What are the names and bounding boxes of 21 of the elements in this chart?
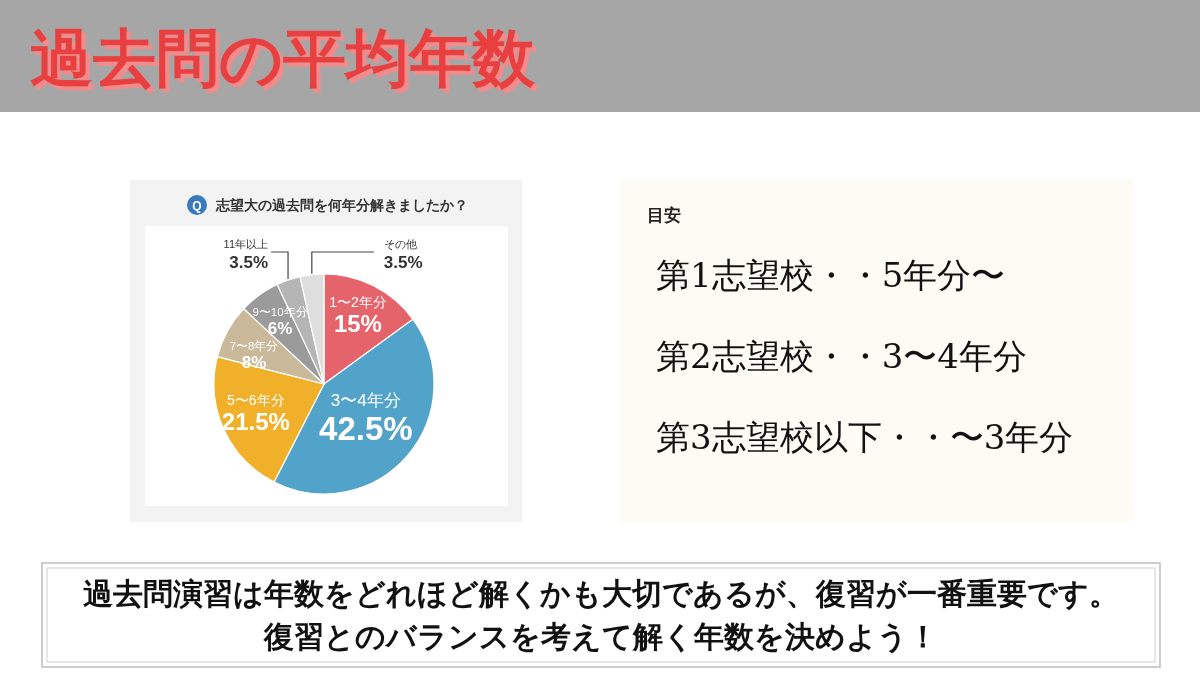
data-label: 3.5% <box>229 253 269 272</box>
slice-label: 1〜2年分 <box>329 294 387 311</box>
slice-label: その他 <box>383 238 417 250</box>
text: 目安 <box>647 206 681 225</box>
data-label: 15% <box>333 310 382 338</box>
slice-label: 5〜6年分 <box>227 391 285 408</box>
slice-label: 11年以上 <box>223 238 269 250</box>
data-label: 21.5% <box>221 407 290 435</box>
text: 第3志望校以下・・〜3年分 <box>656 417 1074 457</box>
text: 第2志望校・・3〜4年分 <box>656 336 1027 376</box>
text: Q <box>192 198 202 213</box>
data-label: 6% <box>267 319 293 339</box>
chart-title: 過去問の平均年数 <box>30 21 536 95</box>
slice-label: 3〜4年分 <box>330 390 401 410</box>
text: 復習とのバランスを考えて解く年数を決めよう！ <box>263 619 938 654</box>
data-label: 3.5% <box>383 253 423 272</box>
slice-label: 7〜8年分 <box>229 340 279 353</box>
text: 過去問演習は年数をどれほど解くかも大切であるが、復習が一番重要です。 <box>83 576 1119 611</box>
chart-subtitle: 志望大の過去問を何年分解きましたか？ <box>215 197 468 213</box>
data-label: 42.5% <box>319 410 413 448</box>
text: 第1志望校・・5年分〜 <box>656 255 1006 295</box>
